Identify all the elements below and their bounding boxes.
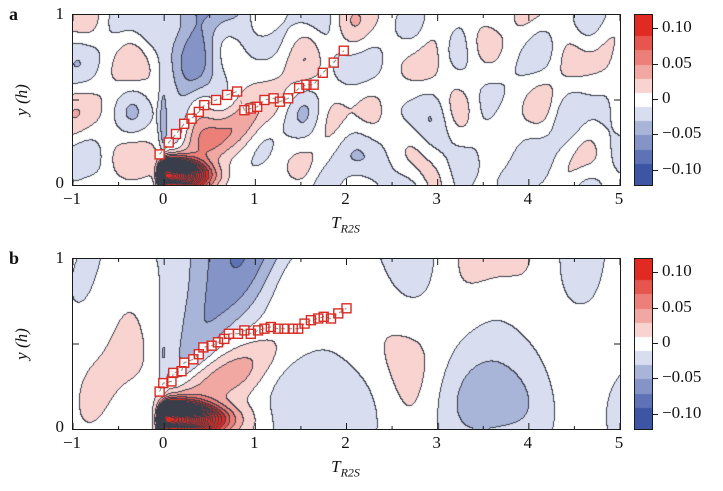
colorbar: 0.10 0.05 0 −0.05 −0.10 — [634, 14, 723, 186]
contour-plot — [72, 258, 621, 430]
y-tick-label: 1 — [55, 4, 65, 23]
colorbar-tick-label: 0.05 — [662, 296, 692, 316]
y-tick-label: 1 — [55, 248, 65, 267]
colorbar-gradient — [634, 258, 653, 430]
x-tick-label: 1 — [250, 433, 259, 452]
x-tick-label: 4 — [523, 189, 533, 208]
colorbar-tick-label: −0.10 — [662, 402, 702, 422]
colorbar-tick-label: −0.10 — [662, 158, 702, 178]
colorbar-tick-label: 0 — [662, 332, 671, 351]
x-axis-subscript: R2S — [340, 465, 360, 480]
y-axis-label: y (h) — [12, 84, 31, 116]
x-tick-label: 1 — [250, 189, 259, 208]
colorbar-tick — [653, 169, 658, 171]
contour-canvas — [73, 259, 620, 429]
x-axis-label: TR2S — [72, 457, 619, 480]
x-tick-label: 0 — [158, 189, 168, 208]
colorbar-tick — [653, 343, 658, 344]
y-tick-label: 0 — [55, 417, 65, 436]
colorbar-tick — [653, 307, 658, 309]
plot-overlay — [73, 259, 620, 429]
contour-plot — [72, 14, 621, 186]
x-axis-label: TR2S — [72, 213, 619, 236]
colorbar-tick — [653, 272, 658, 274]
x-tick-label: 3 — [432, 189, 441, 208]
x-axis-subscript: R2S — [340, 221, 360, 236]
x-tick-label: 0 — [158, 433, 168, 452]
colorbar-tick — [653, 28, 658, 30]
x-tick-label: −1 — [62, 189, 82, 208]
colorbar-tick-label: 0.10 — [662, 17, 692, 37]
x-tick-label: −1 — [62, 433, 82, 452]
x-axis-symbol: T — [331, 457, 341, 476]
colorbar-tick — [653, 378, 658, 380]
panel-label: b — [9, 248, 20, 268]
panel-b: b y (h) 1 0 −1 0 1 2 3 4 5 TR2S 0.10 0.05 0 −0.05… — [0, 244, 723, 491]
x-tick-label: 4 — [523, 433, 533, 452]
colorbar-gradient — [634, 14, 653, 186]
panel-a: a y (h) 1 0 −1 0 1 2 3 4 5 TR2S 0.10 0.05 0 −0.05… — [9, 4, 723, 236]
x-tick-labels: −1 0 1 2 3 4 5 — [63, 189, 623, 211]
x-tick-labels: −1 0 1 2 3 4 5 — [63, 433, 623, 455]
colorbar-tick — [653, 63, 658, 65]
colorbar: 0.10 0.05 0 −0.05 −0.10 — [634, 258, 723, 430]
x-tick-label: 5 — [614, 189, 624, 208]
y-tick-label: 0 — [55, 173, 65, 192]
colorbar-tick-label: −0.05 — [662, 123, 702, 143]
colorbar-tick-label: 0 — [662, 88, 671, 107]
x-axis-symbol: T — [331, 213, 341, 232]
x-tick-label: 3 — [432, 433, 441, 452]
colorbar-tick-label: −0.05 — [662, 367, 702, 387]
x-tick-label: 2 — [341, 433, 350, 452]
colorbar-tick — [653, 99, 658, 100]
colorbar-tick — [653, 134, 658, 136]
colorbar-tick-label: 0.10 — [662, 261, 692, 281]
x-tick-label: 5 — [614, 433, 624, 452]
colorbar-tick-label: 0.05 — [662, 52, 692, 72]
plot-overlay — [73, 15, 620, 185]
colorbar-tick — [653, 413, 658, 415]
x-tick-label: 2 — [341, 189, 350, 208]
panel-label: a — [9, 4, 18, 24]
y-axis-label: y (h) — [12, 328, 31, 360]
